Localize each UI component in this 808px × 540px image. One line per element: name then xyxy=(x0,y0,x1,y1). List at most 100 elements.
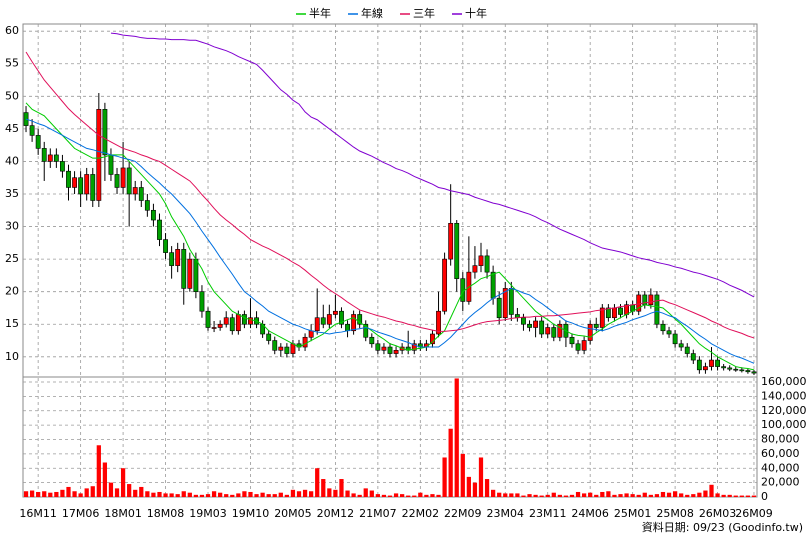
candle-body xyxy=(41,148,47,162)
candle-body xyxy=(721,366,727,369)
x-tick-label: 17M06 xyxy=(62,507,100,520)
y-tick-label: 60 xyxy=(5,24,19,37)
candle-body xyxy=(266,333,272,341)
volume-bar xyxy=(551,492,556,497)
candle-body xyxy=(66,170,71,188)
candle-body xyxy=(150,209,156,221)
volume-bar xyxy=(321,479,326,497)
volume-bar xyxy=(218,492,223,497)
volume-bar xyxy=(114,488,120,497)
candle-body xyxy=(272,340,278,351)
volume-bar xyxy=(120,468,126,497)
volume-bar xyxy=(497,492,502,497)
volume-bar xyxy=(685,494,690,497)
candle-body xyxy=(387,346,393,354)
y-tick-label: 30 xyxy=(5,220,19,233)
candle-body xyxy=(126,167,132,195)
candle-body xyxy=(454,222,460,279)
x-tick-label: 22M02 xyxy=(402,507,440,520)
volume-bar xyxy=(357,494,362,497)
volume-bar xyxy=(230,494,235,497)
y-tick-label: 45 xyxy=(5,122,19,135)
candle-body xyxy=(181,249,187,289)
ma-line xyxy=(25,51,755,339)
candle-body xyxy=(411,343,417,351)
volume-bar xyxy=(612,494,617,497)
footer: 資料日期: 09/23 (Goodinfo.tw) xyxy=(642,520,803,534)
x-tick-label: 23M04 xyxy=(487,507,525,520)
candle-body xyxy=(527,323,532,328)
candle-body xyxy=(53,154,59,162)
volume-bar xyxy=(654,494,660,497)
candle-body xyxy=(551,327,557,338)
volume-bar xyxy=(545,494,550,497)
candle-body xyxy=(248,317,253,325)
candle-body xyxy=(169,252,175,266)
volume-bar xyxy=(703,490,708,497)
volume-bar xyxy=(54,491,59,497)
volume-bar xyxy=(539,495,544,497)
volume-bar xyxy=(636,494,641,497)
candle-body xyxy=(308,330,314,338)
volume-bar xyxy=(254,494,259,497)
volume-bar xyxy=(606,491,611,497)
volume-bar xyxy=(393,493,399,497)
volume-bar xyxy=(23,491,29,497)
volume-bar xyxy=(169,493,174,497)
volume-bar xyxy=(563,495,569,497)
x-tick-label: 16M11 xyxy=(19,507,57,520)
candle-body xyxy=(175,249,181,266)
y2-tick-label: 40,000 xyxy=(761,461,800,474)
y2-tick-label: 20,000 xyxy=(761,476,800,489)
volume-bar xyxy=(96,445,101,497)
volume-bar xyxy=(484,479,490,497)
volume-bar xyxy=(454,378,459,497)
volume-bar xyxy=(557,494,562,497)
volume-bar xyxy=(478,457,484,497)
volume-bar xyxy=(102,462,108,497)
candle-body xyxy=(381,346,387,351)
volume-bar xyxy=(751,495,757,497)
candle-body xyxy=(539,320,545,335)
x-tick-label: 24M06 xyxy=(571,507,609,520)
candle-body xyxy=(393,349,399,354)
volume-bar xyxy=(260,492,265,497)
volume-bar xyxy=(727,494,732,497)
volume-bar xyxy=(666,492,672,497)
candle-body xyxy=(727,367,733,370)
candle-body xyxy=(120,167,126,188)
candle-body xyxy=(217,323,223,328)
volume-bar xyxy=(327,488,332,497)
candle-body xyxy=(157,219,162,240)
candle-body xyxy=(751,371,757,374)
volume-bar xyxy=(78,493,83,497)
candle-body xyxy=(478,255,484,266)
volume-bar xyxy=(460,453,465,497)
candle-body xyxy=(47,154,53,162)
candle-body xyxy=(502,288,508,319)
candle-body xyxy=(678,343,684,348)
volume-bar xyxy=(187,492,192,497)
candle-body xyxy=(654,294,660,325)
volume-bar xyxy=(381,494,387,497)
candle-body xyxy=(648,294,654,306)
x-tick-label: 23M11 xyxy=(529,507,567,520)
candle-body xyxy=(533,320,539,328)
volume-bar xyxy=(672,491,678,497)
y-tick-label: 50 xyxy=(5,89,19,102)
x-tick-label: 20M12 xyxy=(317,507,355,520)
candle-body xyxy=(241,314,247,325)
y2-tick-label: 60,000 xyxy=(761,447,800,460)
volume-bar xyxy=(284,494,289,497)
volume-bar xyxy=(521,495,526,497)
y-tick-label: 15 xyxy=(5,317,19,330)
volume-bar xyxy=(418,492,423,497)
candle-body xyxy=(84,174,90,195)
candle-body xyxy=(733,368,739,371)
volume-bar xyxy=(527,494,532,497)
volume-bar xyxy=(709,484,714,497)
candle-body xyxy=(690,353,696,361)
volume-bar xyxy=(515,493,520,497)
volume-bar xyxy=(697,492,702,497)
candle-body xyxy=(490,271,496,299)
